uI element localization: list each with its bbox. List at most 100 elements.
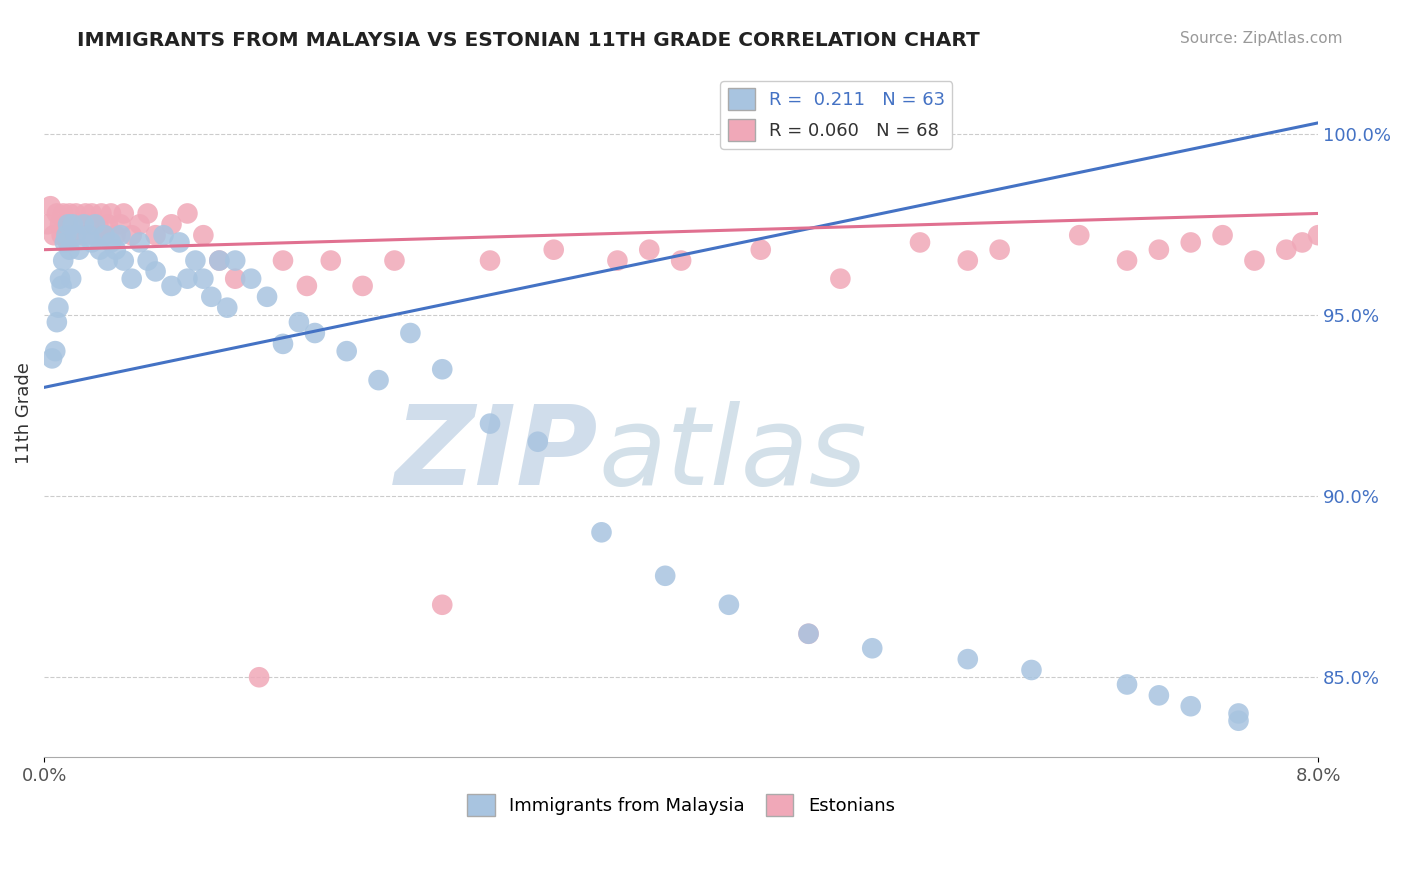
Point <box>1386 235 1406 250</box>
Point <box>67 217 90 231</box>
Point <box>247 670 270 684</box>
Point <box>100 235 122 250</box>
Point <box>60 271 83 285</box>
Point <box>67 243 90 257</box>
Point <box>336 344 359 359</box>
Point <box>110 217 132 231</box>
Point <box>240 271 263 285</box>
Point <box>288 315 311 329</box>
Point <box>479 253 502 268</box>
Point <box>749 243 772 257</box>
Point <box>136 206 159 220</box>
Point <box>65 228 87 243</box>
Point <box>184 253 207 268</box>
Point <box>97 217 120 231</box>
Point <box>90 206 112 220</box>
Point <box>591 525 613 540</box>
Point <box>1275 243 1298 257</box>
Point <box>1227 714 1250 728</box>
Point <box>121 228 143 243</box>
Point <box>60 217 83 231</box>
Point <box>1308 228 1330 243</box>
Point <box>1227 706 1250 721</box>
Y-axis label: 11th Grade: 11th Grade <box>15 362 32 464</box>
Point <box>112 253 135 268</box>
Point <box>55 228 77 243</box>
Point <box>1147 243 1170 257</box>
Point <box>41 351 63 366</box>
Point <box>84 228 107 243</box>
Point <box>56 235 79 250</box>
Point <box>432 362 454 376</box>
Point <box>49 217 72 231</box>
Point <box>89 243 111 257</box>
Point <box>58 243 80 257</box>
Point <box>1339 228 1361 243</box>
Legend: Immigrants from Malaysia, Estonians: Immigrants from Malaysia, Estonians <box>460 787 903 823</box>
Point <box>1291 235 1313 250</box>
Point <box>956 253 979 268</box>
Point <box>160 217 183 231</box>
Point <box>797 626 820 640</box>
Point <box>543 243 565 257</box>
Point <box>208 253 231 268</box>
Point <box>654 569 676 583</box>
Point <box>51 279 73 293</box>
Point <box>53 235 76 250</box>
Point <box>97 253 120 268</box>
Point <box>479 417 502 431</box>
Point <box>1212 228 1234 243</box>
Point <box>860 641 883 656</box>
Point <box>527 434 550 449</box>
Point <box>145 264 167 278</box>
Point <box>988 243 1011 257</box>
Point <box>62 228 84 243</box>
Point <box>56 217 79 231</box>
Point <box>319 253 342 268</box>
Point <box>110 228 132 243</box>
Point <box>121 271 143 285</box>
Point <box>176 206 198 220</box>
Point <box>55 228 77 243</box>
Point <box>72 228 94 243</box>
Point <box>51 228 73 243</box>
Point <box>65 206 87 220</box>
Point <box>87 217 110 231</box>
Point <box>304 326 326 340</box>
Text: IMMIGRANTS FROM MALAYSIA VS ESTONIAN 11TH GRADE CORRELATION CHART: IMMIGRANTS FROM MALAYSIA VS ESTONIAN 11T… <box>77 31 980 50</box>
Point <box>77 228 100 243</box>
Point <box>100 206 122 220</box>
Point <box>136 253 159 268</box>
Text: ZIP: ZIP <box>395 401 599 508</box>
Point <box>908 235 931 250</box>
Point <box>45 206 67 220</box>
Point <box>1180 235 1202 250</box>
Point <box>77 217 100 231</box>
Point <box>217 301 239 315</box>
Point <box>160 279 183 293</box>
Point <box>62 217 84 231</box>
Point <box>1116 253 1139 268</box>
Point <box>128 217 150 231</box>
Point <box>1147 689 1170 703</box>
Point <box>58 206 80 220</box>
Point <box>49 271 72 285</box>
Point <box>200 290 222 304</box>
Text: Source: ZipAtlas.com: Source: ZipAtlas.com <box>1180 31 1343 46</box>
Point <box>956 652 979 666</box>
Point <box>224 253 246 268</box>
Point <box>104 228 127 243</box>
Point <box>1180 699 1202 714</box>
Point <box>152 228 174 243</box>
Point <box>93 228 115 243</box>
Point <box>271 253 294 268</box>
Point <box>80 206 103 220</box>
Point <box>1021 663 1043 677</box>
Point <box>193 271 215 285</box>
Point <box>84 217 107 231</box>
Point <box>112 206 135 220</box>
Point <box>128 235 150 250</box>
Point <box>37 217 59 231</box>
Point <box>399 326 422 340</box>
Point <box>145 228 167 243</box>
